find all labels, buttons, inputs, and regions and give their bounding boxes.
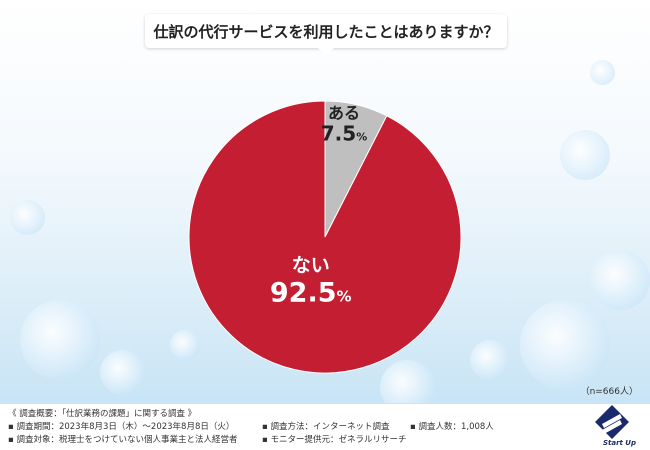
decor-bubble: [100, 350, 145, 395]
decor-bubble: [20, 300, 100, 380]
slice-category-label: ある: [328, 104, 360, 123]
decor-bubble: [560, 130, 610, 180]
survey-method: ▪ 調査方法：インターネット調査: [262, 422, 390, 432]
sample-size: （n=666人）: [580, 387, 638, 397]
survey-target: ▪ 調査対象：税理士をつけていない個人事業主と法人経営者: [8, 435, 238, 445]
slice-value-label: 7.5%: [321, 122, 367, 146]
survey-footer: 《 調査概要：「仕訳業務の課題」に関する調査 》 ▪ 調査期間：2023年8月3…: [0, 403, 650, 450]
startup-logo-icon: [595, 405, 629, 439]
decor-bubble: [170, 330, 200, 360]
survey-period: ▪ 調査期間：2023年8月3日（木）〜2023年8月8日（火）: [8, 422, 235, 432]
decor-bubble: [590, 250, 650, 310]
slice-value-label: 92.5%: [270, 277, 352, 308]
decor-bubble: [590, 60, 615, 85]
pie-slice-2: [188, 100, 462, 374]
logo-text: Start Up: [602, 439, 636, 447]
survey-summary-heading: 《 調査概要：「仕訳業務の課題」に関する調査 》: [8, 409, 197, 419]
decor-bubble: [520, 300, 610, 390]
decor-bubble: [10, 200, 45, 235]
slice-category-label: ない: [292, 255, 330, 277]
chart-title: 仕訳の代行サービスを利用したことはありますか？: [145, 14, 507, 56]
survey-respondents: ▪ 調査人数：1,008人: [410, 422, 494, 432]
decor-bubble: [470, 340, 510, 380]
survey-provider: ▪ モニター提供元：ゼネラルリサーチ: [262, 435, 407, 445]
